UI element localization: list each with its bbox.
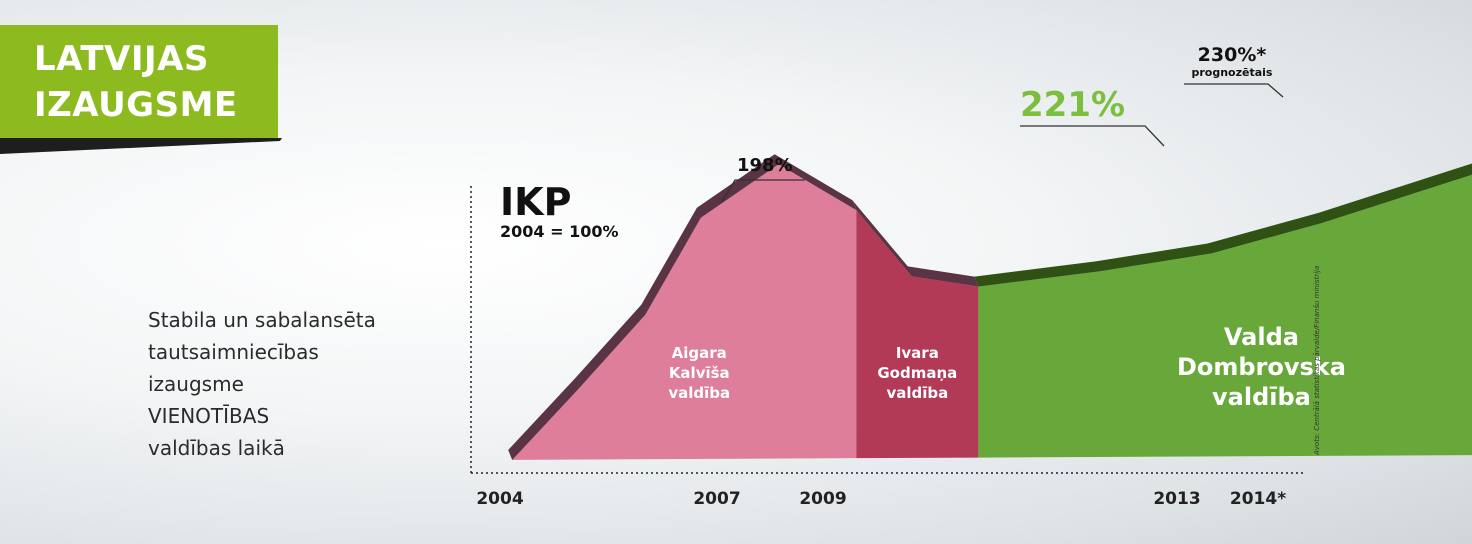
title-line-2: IZAUGSME: [34, 85, 238, 125]
series-area-1: [856, 210, 979, 459]
series-label: Aigara: [672, 344, 727, 362]
description-line: Stabila un sabalansēta: [148, 308, 376, 332]
x-tick-label: 2007: [693, 489, 740, 509]
series-area-0: [512, 164, 857, 460]
annotation-forecast: 230%*: [1198, 44, 1267, 66]
title-line-1: LATVIJAS: [34, 39, 209, 79]
series-label: Godmaņa: [877, 364, 957, 382]
annotation-2013: 221%: [1020, 85, 1125, 125]
series-label: Kalvīša: [669, 364, 730, 382]
series-area-2: [978, 174, 1472, 458]
series-top-edge-0: [508, 154, 857, 460]
series-label: valdība: [668, 384, 730, 402]
series-label: valdība: [886, 384, 948, 402]
chart-title: IKP: [500, 180, 571, 224]
annotation-leader-peak: [721, 179, 805, 203]
x-tick-label: 2013: [1153, 489, 1200, 509]
annotation-peak: 198%: [737, 155, 793, 176]
series-top-edge-1: [852, 200, 979, 287]
chart-subtitle: 2004 = 100%: [500, 222, 619, 241]
annotation-forecast-note: prognozētais: [1192, 66, 1273, 79]
series-top-edge-2: [974, 163, 1472, 287]
series-label: valdība: [1212, 383, 1311, 411]
series-label: Dombrovska: [1177, 353, 1346, 381]
source-note: Avots: Centrālā statistikas pārvalde/Fin…: [1313, 265, 1321, 455]
annotation-leader-2013: [1020, 125, 1165, 147]
x-tick-label: 2014*: [1230, 489, 1286, 509]
series-label: Valda: [1224, 323, 1299, 351]
description-text: Stabila un sabalansēta tautsaimniecības …: [148, 304, 448, 464]
description-line: izaugsme: [148, 372, 244, 396]
x-tick-label: 2009: [799, 489, 846, 509]
description-line: tautsaimniecības: [148, 340, 319, 364]
title-banner: LATVIJAS IZAUGSME: [0, 25, 278, 141]
series-label: Ivara: [896, 344, 939, 362]
title-banner-shadow: [0, 138, 282, 154]
description-line: valdības laikā: [148, 436, 285, 460]
x-tick-label: 2004: [476, 489, 523, 509]
description-line: VIENOTĪBAS: [148, 404, 270, 428]
annotation-leader-forecast: [1184, 83, 1284, 98]
